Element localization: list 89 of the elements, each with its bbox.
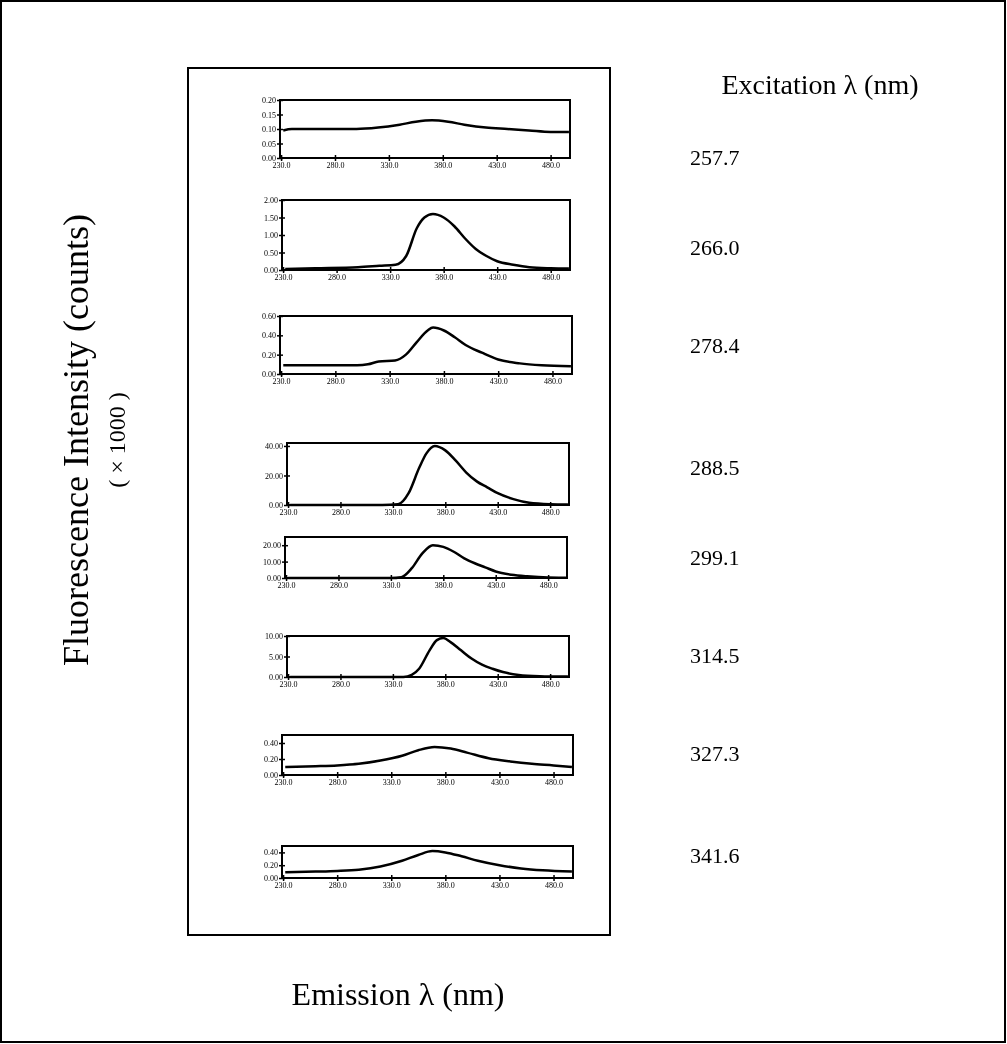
- x-tick-label: 430.0: [489, 508, 508, 518]
- y-tick-label: 0.00: [264, 874, 278, 884]
- x-tick-label: 480.0: [541, 508, 560, 518]
- y-tick-label: 1.50: [264, 213, 278, 223]
- x-tick-label: 380.0: [435, 273, 454, 283]
- y-tick-label: 0.00: [269, 673, 283, 683]
- x-tick-label: 480.0: [541, 680, 560, 690]
- x-tick-label: 480.0: [545, 881, 564, 891]
- y-tick-label: 0.15: [262, 110, 276, 120]
- x-tick-label: 280.0: [331, 680, 350, 690]
- x-tick-label: 330.0: [381, 377, 400, 387]
- text: 278.4: [690, 333, 740, 359]
- text: 341.6: [690, 843, 740, 869]
- x-tick-label: 330.0: [382, 581, 401, 591]
- y-tick-label: 2.00: [264, 196, 278, 206]
- x-tick-label: 330.0: [381, 273, 400, 283]
- x-tick-label: 230.0: [272, 377, 291, 387]
- x-tick-label: 230.0: [274, 881, 293, 891]
- y-tick-label: 5.00: [269, 652, 283, 662]
- x-tick-label: 230.0: [279, 680, 298, 690]
- x-tick-label: 330.0: [382, 778, 401, 788]
- x-tick-label: 480.0: [542, 273, 561, 283]
- x-tick-label: 430.0: [489, 377, 508, 387]
- y-tick-label: 20.00: [265, 471, 283, 481]
- text: 299.1: [690, 545, 740, 571]
- x-tick-label: 480.0: [539, 581, 558, 591]
- x-tick-label: 280.0: [326, 161, 345, 171]
- x-tick-label: 430.0: [488, 161, 507, 171]
- y-tick-label: 0.00: [264, 266, 278, 276]
- y-tick-label: 10.00: [263, 557, 281, 567]
- x-tick-label: 430.0: [488, 273, 507, 283]
- x-tick-label: 380.0: [436, 881, 455, 891]
- x-tick-label: 430.0: [487, 581, 506, 591]
- x-tick-label: 380.0: [434, 161, 453, 171]
- x-tick-label: 380.0: [436, 508, 455, 518]
- y-tick-label: 0.00: [267, 574, 281, 584]
- x-tick-label: 280.0: [328, 273, 347, 283]
- y-tick-label: 0.40: [264, 848, 278, 858]
- y-tick-label: 0.20: [262, 350, 276, 360]
- text: Excitation λ (nm): [721, 69, 919, 100]
- x-tick-label: 280.0: [328, 778, 347, 788]
- x-tick-label: 480.0: [542, 161, 561, 171]
- y-tick-label: 0.20: [262, 96, 276, 106]
- y-tick-label: 0.00: [269, 501, 283, 511]
- x-tick-label: 480.0: [545, 778, 564, 788]
- y-tick-label: 0.00: [262, 370, 276, 380]
- x-axis-title: Emission λ (nm): [291, 976, 505, 1012]
- x-tick-label: 230.0: [274, 273, 293, 283]
- x-tick-label: 380.0: [434, 581, 453, 591]
- y-tick-label: 0.40: [264, 739, 278, 749]
- x-tick-label: 280.0: [331, 508, 350, 518]
- y-tick-label: 0.50: [264, 248, 278, 258]
- text: 288.5: [690, 455, 740, 481]
- y-tick-label: 0.00: [264, 771, 278, 781]
- x-tick-label: 430.0: [489, 680, 508, 690]
- x-tick-label: 380.0: [435, 377, 454, 387]
- x-tick-label: 430.0: [490, 881, 509, 891]
- x-tick-label: 280.0: [326, 377, 345, 387]
- x-tick-label: 230.0: [274, 778, 293, 788]
- x-tick-label: 230.0: [272, 161, 291, 171]
- y-tick-label: 0.60: [262, 312, 276, 322]
- x-tick-label: 380.0: [436, 778, 455, 788]
- y-tick-label: 0.20: [264, 861, 278, 871]
- x-tick-label: 480.0: [543, 377, 562, 387]
- y-tick-label: 10.00: [265, 632, 283, 642]
- y-tick-label: 40.00: [265, 442, 283, 452]
- text: 314.5: [690, 643, 740, 669]
- y-axis-title: Fluorescence Intensity (counts): [56, 214, 96, 666]
- x-tick-label: 230.0: [279, 508, 298, 518]
- text: 257.7: [690, 145, 740, 171]
- y-tick-label: 20.00: [263, 541, 281, 551]
- x-tick-label: 280.0: [329, 581, 348, 591]
- x-tick-label: 330.0: [384, 508, 403, 518]
- x-tick-label: 380.0: [436, 680, 455, 690]
- x-tick-label: 230.0: [277, 581, 296, 591]
- y-tick-label: 0.20: [264, 755, 278, 765]
- y-tick-label: 0.05: [262, 139, 276, 149]
- text: ( × 1000 ): [104, 392, 130, 488]
- text: 327.3: [690, 741, 740, 767]
- x-tick-label: 330.0: [380, 161, 399, 171]
- text: 266.0: [690, 235, 740, 261]
- y-tick-label: 0.00: [262, 154, 276, 164]
- y-tick-label: 0.10: [262, 125, 276, 135]
- x-tick-label: 280.0: [328, 881, 347, 891]
- y-tick-label: 0.40: [262, 331, 276, 341]
- x-tick-label: 330.0: [384, 680, 403, 690]
- x-tick-label: 330.0: [382, 881, 401, 891]
- x-tick-label: 430.0: [490, 778, 509, 788]
- y-tick-label: 1.00: [264, 231, 278, 241]
